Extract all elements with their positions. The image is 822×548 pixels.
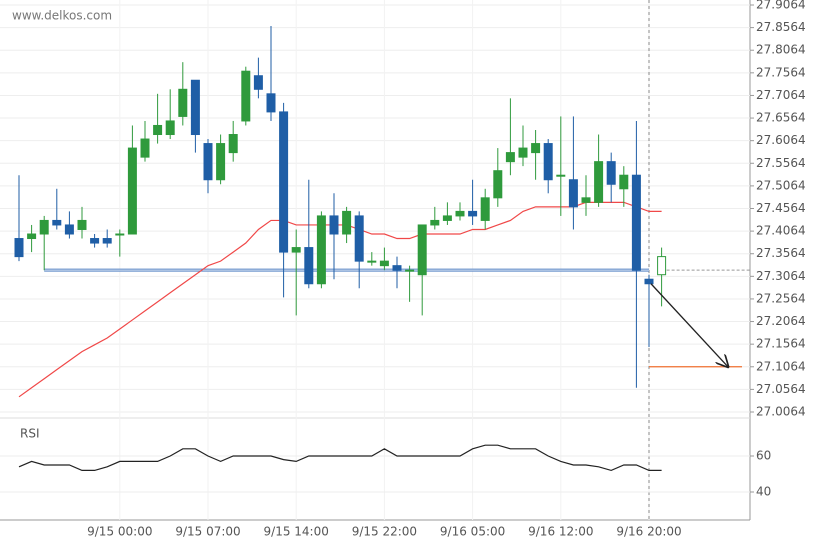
candle-body bbox=[241, 70, 251, 122]
x-tick-label: 9/15 00:00 bbox=[87, 525, 152, 539]
candle-body bbox=[594, 161, 604, 203]
y-tick-label: 27.8064 bbox=[756, 43, 806, 57]
candle-body bbox=[190, 79, 200, 136]
candle-body bbox=[543, 143, 553, 181]
candle-body bbox=[329, 215, 339, 235]
y-tick-label: 27.0564 bbox=[756, 382, 806, 396]
candle-body bbox=[279, 111, 289, 253]
y-tick-label: 27.4564 bbox=[756, 201, 806, 215]
candle-body bbox=[216, 143, 226, 181]
y-tick-label: 27.0064 bbox=[756, 405, 806, 419]
candle-body bbox=[153, 124, 163, 136]
moving-average bbox=[18, 201, 662, 398]
candle-body bbox=[455, 210, 465, 217]
candle-body bbox=[379, 260, 389, 267]
grid-layer: 27.9064 27.8564 27.8064 27.7564 27.7064 27.65… bbox=[0, 0, 806, 539]
candle-body bbox=[531, 143, 541, 154]
candle-body bbox=[631, 174, 641, 271]
candle-body bbox=[556, 174, 566, 177]
rsi-line bbox=[18, 444, 662, 472]
x-tick-label: 9/15 14:00 bbox=[264, 525, 329, 539]
x-tick-label: 9/16 05:00 bbox=[440, 525, 505, 539]
x-tick-label: 9/15 07:00 bbox=[175, 525, 240, 539]
candle-body bbox=[354, 215, 364, 262]
candle-body bbox=[480, 197, 490, 221]
candle-body bbox=[39, 219, 49, 235]
candle-body bbox=[64, 224, 74, 235]
candle-body bbox=[102, 238, 112, 244]
candle-body bbox=[203, 143, 213, 181]
y-tick-label: 27.6564 bbox=[756, 111, 806, 125]
candle-body bbox=[442, 215, 452, 221]
candle-body bbox=[518, 147, 528, 158]
candle-body bbox=[228, 134, 238, 154]
candle-body bbox=[291, 247, 301, 253]
x-tick-label: 9/16 12:00 bbox=[528, 525, 593, 539]
y-tick-label: 40 bbox=[756, 485, 771, 499]
candle-body bbox=[165, 120, 175, 136]
y-tick-label: 27.2564 bbox=[756, 291, 806, 305]
y-tick-label: 27.2064 bbox=[756, 314, 806, 328]
candle-body bbox=[253, 75, 263, 90]
y-tick-label: 60 bbox=[756, 449, 771, 463]
candle-body bbox=[468, 210, 478, 217]
y-tick-label: 27.8564 bbox=[756, 20, 806, 34]
candle-body bbox=[27, 233, 37, 240]
candle-body bbox=[405, 269, 415, 272]
candle-body bbox=[14, 238, 24, 258]
candle-body bbox=[367, 260, 377, 263]
candle-body bbox=[316, 215, 326, 285]
candle-body bbox=[505, 152, 515, 163]
candle-body bbox=[417, 224, 427, 276]
y-tick-label: 27.1064 bbox=[756, 359, 806, 373]
panel-title: RSI bbox=[20, 427, 40, 441]
watermark: www.delkos.com bbox=[12, 9, 112, 23]
candle-body bbox=[127, 147, 137, 235]
candle-body bbox=[52, 219, 62, 226]
y-tick-label: 27.5564 bbox=[756, 156, 806, 170]
candle-body bbox=[304, 247, 314, 285]
y-tick-label: 27.5064 bbox=[756, 178, 806, 192]
candle-body bbox=[115, 233, 125, 236]
y-tick-label: 27.9064 bbox=[756, 0, 806, 12]
candle-body bbox=[619, 174, 629, 190]
x-tick-label: 9/16 20:00 bbox=[616, 525, 681, 539]
candle-body bbox=[392, 265, 402, 271]
candle-body bbox=[657, 256, 667, 276]
candle-body bbox=[493, 170, 503, 199]
candle-body bbox=[430, 219, 440, 226]
y-tick-label: 27.7564 bbox=[756, 65, 806, 79]
forecast-arrow bbox=[650, 283, 728, 367]
y-tick-label: 27.4064 bbox=[756, 224, 806, 238]
candle-body bbox=[140, 138, 150, 158]
candle-body bbox=[581, 197, 591, 203]
candle-body bbox=[266, 93, 276, 113]
y-tick-label: 27.6064 bbox=[756, 133, 806, 147]
candle-body bbox=[77, 219, 87, 230]
candle-body bbox=[178, 88, 188, 117]
y-tick-label: 27.1564 bbox=[756, 337, 806, 351]
candle-body bbox=[568, 179, 578, 208]
mark-layer bbox=[14, 25, 750, 472]
y-tick-label: 27.7064 bbox=[756, 88, 806, 102]
candle-body bbox=[90, 238, 100, 244]
x-tick-label: 9/15 22:00 bbox=[352, 525, 417, 539]
candle-body bbox=[606, 161, 616, 185]
y-tick-label: 27.3064 bbox=[756, 269, 806, 283]
candle-body bbox=[342, 210, 352, 235]
y-tick-label: 27.3564 bbox=[756, 246, 806, 260]
candle-body bbox=[644, 278, 654, 285]
